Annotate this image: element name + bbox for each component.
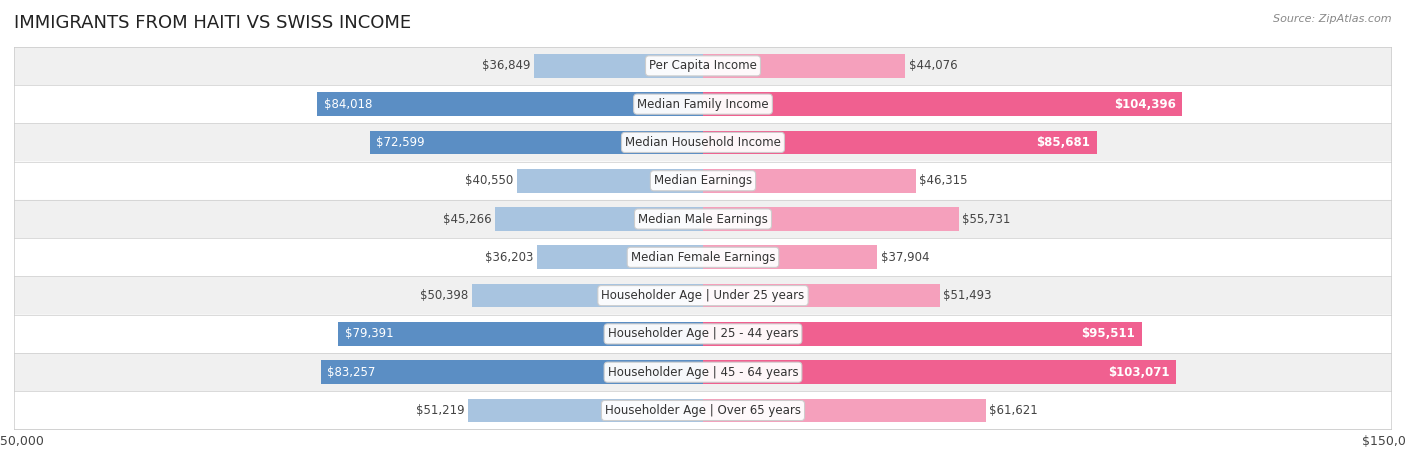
Bar: [703, 207, 959, 231]
Text: Median Family Income: Median Family Income: [637, 98, 769, 111]
Text: $85,681: $85,681: [1036, 136, 1090, 149]
Bar: [321, 361, 703, 384]
Text: $40,550: $40,550: [465, 174, 513, 187]
Text: Householder Age | Under 25 years: Householder Age | Under 25 years: [602, 289, 804, 302]
FancyBboxPatch shape: [14, 200, 1392, 238]
Text: $46,315: $46,315: [920, 174, 967, 187]
Text: Householder Age | 45 - 64 years: Householder Age | 45 - 64 years: [607, 366, 799, 379]
Text: $84,018: $84,018: [323, 98, 373, 111]
FancyBboxPatch shape: [14, 391, 1392, 430]
Bar: [468, 399, 703, 422]
Text: $51,219: $51,219: [416, 404, 464, 417]
Text: $36,203: $36,203: [485, 251, 533, 264]
FancyBboxPatch shape: [14, 315, 1392, 353]
Text: Householder Age | 25 - 44 years: Householder Age | 25 - 44 years: [607, 327, 799, 340]
Bar: [703, 361, 1177, 384]
Bar: [703, 246, 877, 269]
Text: $72,599: $72,599: [377, 136, 425, 149]
Bar: [495, 207, 703, 231]
Bar: [703, 322, 1142, 346]
Text: $36,849: $36,849: [482, 59, 530, 72]
Bar: [703, 169, 915, 192]
Text: Householder Age | Over 65 years: Householder Age | Over 65 years: [605, 404, 801, 417]
Bar: [471, 284, 703, 307]
Bar: [370, 131, 703, 154]
Text: $95,511: $95,511: [1081, 327, 1135, 340]
Text: $104,396: $104,396: [1114, 98, 1175, 111]
FancyBboxPatch shape: [14, 162, 1392, 200]
Text: $37,904: $37,904: [880, 251, 929, 264]
Bar: [534, 54, 703, 78]
Text: $51,493: $51,493: [943, 289, 991, 302]
Text: $83,257: $83,257: [328, 366, 375, 379]
Bar: [537, 246, 703, 269]
FancyBboxPatch shape: [14, 276, 1392, 315]
Text: $103,071: $103,071: [1108, 366, 1170, 379]
FancyBboxPatch shape: [14, 238, 1392, 276]
Bar: [339, 322, 703, 346]
Bar: [517, 169, 703, 192]
Bar: [318, 92, 703, 116]
Text: Median Earnings: Median Earnings: [654, 174, 752, 187]
Text: Per Capita Income: Per Capita Income: [650, 59, 756, 72]
Bar: [703, 284, 939, 307]
Text: Median Female Earnings: Median Female Earnings: [631, 251, 775, 264]
FancyBboxPatch shape: [14, 353, 1392, 391]
Bar: [703, 399, 986, 422]
FancyBboxPatch shape: [14, 47, 1392, 85]
Text: $45,266: $45,266: [443, 212, 492, 226]
Bar: [703, 92, 1182, 116]
Text: Median Male Earnings: Median Male Earnings: [638, 212, 768, 226]
Bar: [703, 54, 905, 78]
Bar: [703, 131, 1097, 154]
Text: $61,621: $61,621: [990, 404, 1038, 417]
FancyBboxPatch shape: [14, 123, 1392, 162]
Text: $50,398: $50,398: [420, 289, 468, 302]
Text: IMMIGRANTS FROM HAITI VS SWISS INCOME: IMMIGRANTS FROM HAITI VS SWISS INCOME: [14, 14, 411, 32]
Text: $44,076: $44,076: [908, 59, 957, 72]
Text: $79,391: $79,391: [346, 327, 394, 340]
Text: Source: ZipAtlas.com: Source: ZipAtlas.com: [1274, 14, 1392, 24]
FancyBboxPatch shape: [14, 85, 1392, 123]
Text: $55,731: $55,731: [963, 212, 1011, 226]
Text: Median Household Income: Median Household Income: [626, 136, 780, 149]
